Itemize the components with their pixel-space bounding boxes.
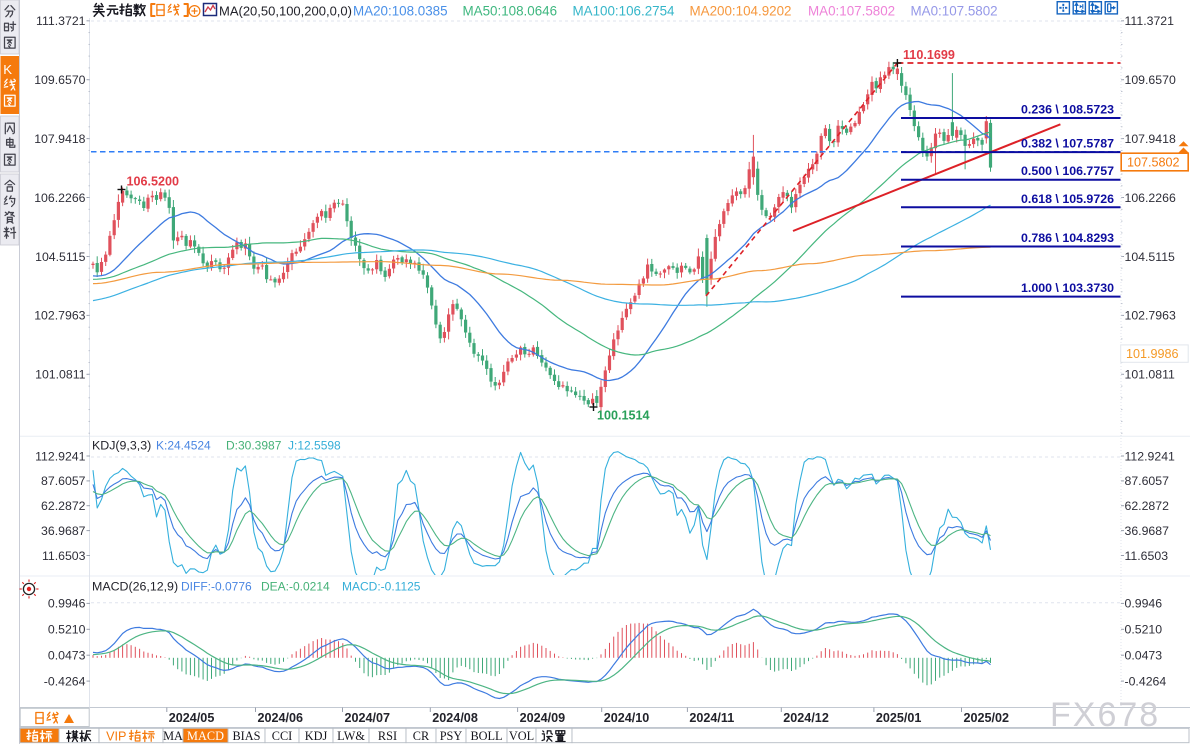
svg-text:107.5802: 107.5802 <box>1127 156 1180 170</box>
svg-text:106.5200: 106.5200 <box>127 175 180 189</box>
svg-text:PSY: PSY <box>440 729 463 743</box>
svg-text:109.6570: 109.6570 <box>34 73 85 87</box>
svg-text:KDJ(9,3,3): KDJ(9,3,3) <box>92 439 151 453</box>
svg-text:MA(20,50,100,200,0,0): MA(20,50,100,200,0,0) <box>219 4 352 19</box>
svg-text:DIFF:-0.0776: DIFF:-0.0776 <box>181 580 252 594</box>
svg-text:-0.4264: -0.4264 <box>44 674 86 688</box>
svg-text:104.5115: 104.5115 <box>35 250 86 264</box>
svg-text:1.000 \ 103.3730: 1.000 \ 103.3730 <box>1021 281 1114 295</box>
svg-text:87.6057: 87.6057 <box>1125 474 1170 488</box>
svg-text:2024/12: 2024/12 <box>783 711 829 725</box>
svg-text:104.5115: 104.5115 <box>1125 250 1176 264</box>
svg-text:MA200:104.9202: MA200:104.9202 <box>690 4 792 19</box>
svg-text:106.2266: 106.2266 <box>34 191 85 205</box>
svg-text:102.7963: 102.7963 <box>34 309 85 323</box>
svg-text:MA: MA <box>163 729 183 743</box>
svg-text:111.3721: 111.3721 <box>1125 14 1175 28</box>
svg-text:CR: CR <box>413 729 430 743</box>
svg-text:101.0811: 101.0811 <box>1125 368 1176 382</box>
svg-text:107.9418: 107.9418 <box>1125 132 1176 146</box>
svg-text:106.2266: 106.2266 <box>1125 191 1176 205</box>
svg-text:107.9418: 107.9418 <box>34 132 85 146</box>
svg-text:36.9687: 36.9687 <box>41 524 86 538</box>
svg-text:2024/09: 2024/09 <box>520 711 566 725</box>
svg-text:DEA:-0.0214: DEA:-0.0214 <box>261 580 330 594</box>
svg-text:111.3721: 111.3721 <box>36 14 86 28</box>
svg-text:11.6503: 11.6503 <box>42 549 86 563</box>
svg-text:0.500 \ 106.7757: 0.500 \ 106.7757 <box>1021 164 1114 178</box>
svg-text:0.786 \ 104.8293: 0.786 \ 104.8293 <box>1021 231 1114 245</box>
svg-text:0.236 \ 108.5723: 0.236 \ 108.5723 <box>1021 103 1114 117</box>
svg-text:0.0473: 0.0473 <box>48 649 86 663</box>
svg-text:2024/11: 2024/11 <box>689 711 734 725</box>
svg-text:FX678: FX678 <box>1050 696 1160 734</box>
svg-text:102.7963: 102.7963 <box>1125 309 1176 323</box>
svg-text:0.618 \ 105.9726: 0.618 \ 105.9726 <box>1021 192 1114 206</box>
svg-text:2024/08: 2024/08 <box>432 711 478 725</box>
svg-text:0.9946: 0.9946 <box>1125 597 1163 611</box>
svg-text:101.0811: 101.0811 <box>35 368 86 382</box>
svg-text:-0.4264: -0.4264 <box>1125 674 1167 688</box>
svg-text:109.6570: 109.6570 <box>1125 73 1176 87</box>
svg-text:2025/02: 2025/02 <box>964 711 1010 725</box>
svg-text:BIAS: BIAS <box>232 729 260 743</box>
svg-text:100.1514: 100.1514 <box>597 409 650 423</box>
svg-text:0.0473: 0.0473 <box>1125 649 1163 663</box>
svg-text:J:12.5598: J:12.5598 <box>288 439 341 453</box>
svg-text:2024/06: 2024/06 <box>258 711 304 725</box>
svg-text:CCI: CCI <box>272 729 293 743</box>
svg-text:MA0:107.5802: MA0:107.5802 <box>808 4 895 19</box>
svg-text:112.9241: 112.9241 <box>1125 449 1176 463</box>
svg-text:2024/07: 2024/07 <box>345 711 391 725</box>
svg-text:2025/01: 2025/01 <box>876 711 922 725</box>
svg-text:MA50:108.0646: MA50:108.0646 <box>463 4 558 19</box>
svg-text:MA0:107.5802: MA0:107.5802 <box>911 4 998 19</box>
svg-text:VOL: VOL <box>509 729 534 743</box>
svg-text:MACD:-0.1125: MACD:-0.1125 <box>342 580 421 594</box>
svg-text:0.5210: 0.5210 <box>48 623 86 637</box>
svg-text:KDJ: KDJ <box>305 729 328 743</box>
svg-text:2024/10: 2024/10 <box>604 711 650 725</box>
svg-text:LW&: LW& <box>337 729 365 743</box>
svg-text:RSI: RSI <box>378 729 397 743</box>
svg-text:2024/05: 2024/05 <box>169 711 215 725</box>
svg-text:MACD(26,12,9): MACD(26,12,9) <box>92 580 178 594</box>
svg-text:36.9687: 36.9687 <box>1125 524 1170 538</box>
svg-text:11.6503: 11.6503 <box>1125 549 1169 563</box>
svg-text:MA100:106.2754: MA100:106.2754 <box>573 4 676 19</box>
svg-text:87.6057: 87.6057 <box>41 474 86 488</box>
svg-text:MACD: MACD <box>187 729 224 743</box>
svg-text:101.9986: 101.9986 <box>1126 347 1179 361</box>
svg-text:D:30.3987: D:30.3987 <box>226 439 282 453</box>
svg-text:62.2872: 62.2872 <box>1125 499 1170 513</box>
svg-text:0.382 \ 107.5787: 0.382 \ 107.5787 <box>1021 137 1114 151</box>
svg-text:VIP: VIP <box>106 730 126 744</box>
svg-text:62.2872: 62.2872 <box>41 499 86 513</box>
svg-text:MA20:108.0385: MA20:108.0385 <box>353 4 448 19</box>
svg-text:0.9946: 0.9946 <box>48 597 86 611</box>
svg-text:K:24.4524: K:24.4524 <box>156 439 211 453</box>
svg-text:110.1699: 110.1699 <box>903 48 955 62</box>
svg-text:112.9241: 112.9241 <box>35 449 86 463</box>
svg-text:0.5210: 0.5210 <box>1125 623 1163 637</box>
svg-text:BOLL: BOLL <box>470 729 502 743</box>
svg-text:K: K <box>3 62 12 77</box>
